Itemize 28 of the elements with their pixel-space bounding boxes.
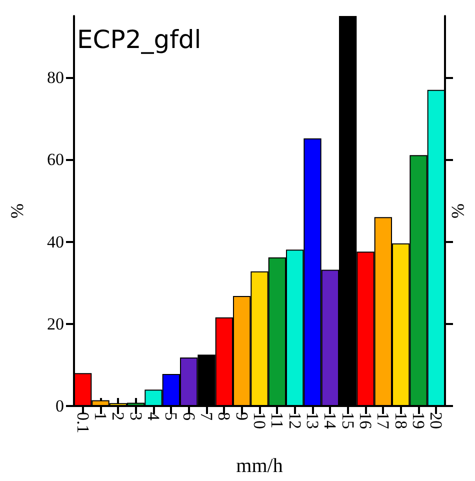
x-axis-title: mm/h (236, 455, 283, 477)
x-tick-label: 12 (285, 412, 304, 429)
x-tick-label: 4 (144, 412, 163, 421)
x-tick-label: 17 (374, 412, 393, 430)
y-tick-label: 40 (47, 232, 64, 252)
x-tick-label: 13 (303, 412, 322, 429)
x-tick-label: 3 (126, 412, 146, 420)
y-tick-label: 0 (56, 396, 64, 416)
y2-axis-title: % (448, 204, 468, 218)
y-axis-title: % (7, 204, 27, 218)
x-tick-label: 2 (108, 412, 128, 420)
x-tick-label: 9 (232, 412, 252, 420)
x-tick-label: 8 (214, 412, 234, 420)
x-tick-label: 15 (338, 412, 358, 429)
x-tick-label: 10 (250, 412, 269, 429)
x-tick-label: 19 (409, 412, 428, 429)
x-tick-label: 1 (91, 412, 110, 420)
x-tick-label: 16 (356, 412, 375, 429)
x-tick-label: 14 (320, 412, 340, 430)
y-tick-label: 80 (47, 68, 64, 88)
x-tick-label: 20 (426, 412, 446, 429)
y-tick-label: 60 (47, 150, 64, 170)
x-tick-label: 7 (197, 412, 216, 421)
y-tick-label: 20 (47, 314, 64, 334)
x-tick-label: 5 (162, 412, 181, 420)
chart-title: ECP2_gfdl (77, 25, 202, 54)
x-tick-label: 11 (268, 412, 287, 428)
x-tick-label: 18 (391, 412, 410, 429)
